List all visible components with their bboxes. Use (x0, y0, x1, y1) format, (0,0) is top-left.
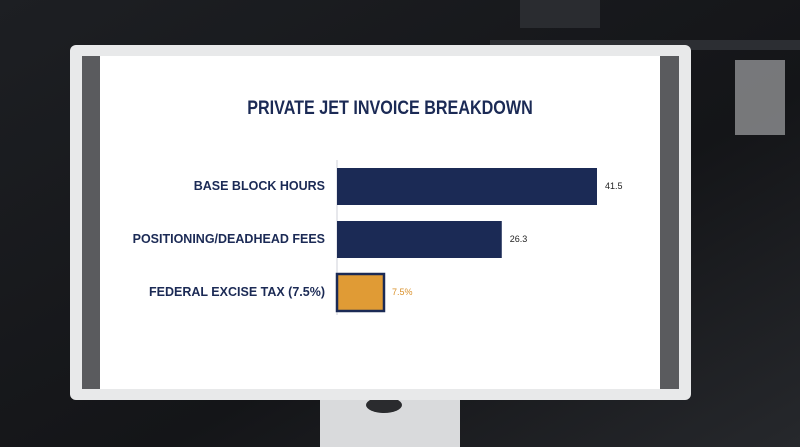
value-label: 7.5% (392, 287, 413, 297)
stand-hole (366, 397, 402, 413)
category-label: FEDERAL EXCISE TAX (7.5%) (149, 285, 325, 299)
value-label: 41.5 (605, 181, 623, 191)
value-label: 26.3 (510, 234, 528, 244)
shelf-object (520, 0, 600, 28)
category-label: BASE BLOCK HOURS (194, 179, 325, 193)
bar (337, 221, 502, 258)
bar (335, 272, 386, 313)
shelf-object (735, 60, 785, 135)
bar (337, 168, 597, 205)
category-label: POSITIONING/DEADHEAD FEES (133, 232, 325, 246)
chart-title: PRIVATE JET INVOICE BREAKDOWN (247, 97, 533, 119)
